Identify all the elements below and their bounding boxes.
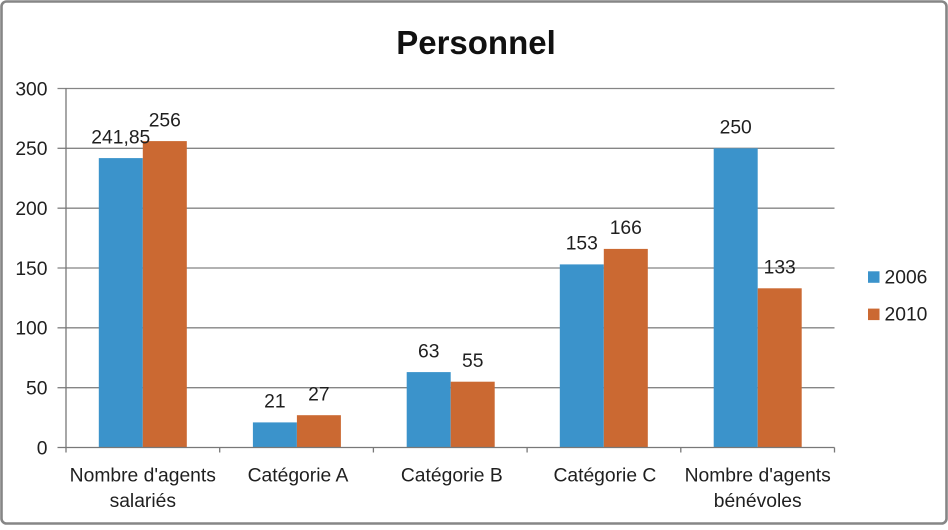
svg-text:133: 133 — [764, 258, 796, 279]
svg-text:2010: 2010 — [885, 305, 928, 326]
svg-text:50: 50 — [26, 379, 47, 400]
svg-text:21: 21 — [264, 392, 285, 413]
svg-text:166: 166 — [610, 218, 642, 239]
svg-text:150: 150 — [15, 259, 47, 280]
svg-text:0: 0 — [37, 438, 48, 459]
svg-text:27: 27 — [308, 384, 329, 405]
svg-text:241,85: 241,85 — [91, 127, 150, 148]
svg-text:250: 250 — [720, 118, 752, 139]
svg-text:256: 256 — [149, 110, 181, 131]
svg-text:55: 55 — [462, 351, 483, 372]
svg-text:63: 63 — [418, 341, 439, 362]
svg-text:Personnel: Personnel — [396, 24, 556, 61]
svg-text:100: 100 — [15, 319, 47, 340]
svg-text:200: 200 — [15, 199, 47, 220]
svg-text:Catégorie B: Catégorie B — [401, 466, 503, 487]
svg-text:Catégorie A: Catégorie A — [248, 466, 349, 487]
svg-text:Catégorie C: Catégorie C — [553, 466, 656, 487]
svg-text:Nombre d'agents: Nombre d'agents — [70, 466, 216, 487]
svg-text:250: 250 — [15, 139, 47, 160]
svg-text:salariés: salariés — [110, 491, 176, 512]
svg-text:153: 153 — [566, 234, 598, 255]
svg-text:300: 300 — [15, 79, 47, 100]
svg-text:Nombre d'agents: Nombre d'agents — [685, 466, 831, 487]
svg-text:2006: 2006 — [885, 267, 928, 288]
svg-text:bénévoles: bénévoles — [714, 491, 802, 512]
